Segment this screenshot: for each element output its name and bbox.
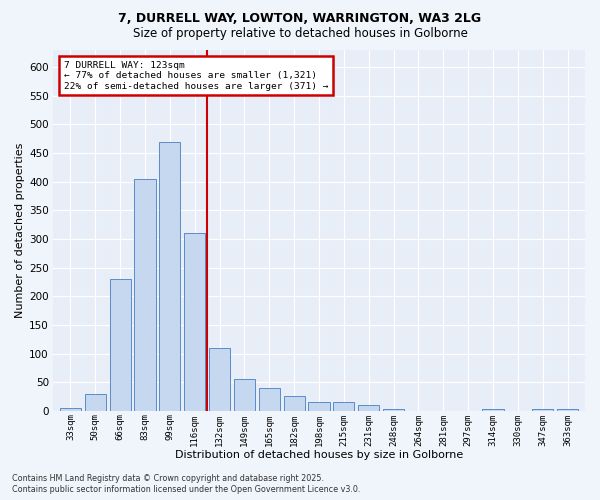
Bar xyxy=(85,394,106,411)
Text: 7, DURRELL WAY, LOWTON, WARRINGTON, WA3 2LG: 7, DURRELL WAY, LOWTON, WARRINGTON, WA3 … xyxy=(118,12,482,26)
Bar xyxy=(308,402,329,411)
Bar xyxy=(284,396,305,411)
Y-axis label: Number of detached properties: Number of detached properties xyxy=(15,142,25,318)
Bar xyxy=(532,408,553,411)
Bar xyxy=(209,348,230,411)
Bar xyxy=(557,408,578,411)
Bar xyxy=(110,279,131,411)
Bar xyxy=(134,179,155,411)
Bar xyxy=(358,405,379,411)
Text: Size of property relative to detached houses in Golborne: Size of property relative to detached ho… xyxy=(133,28,467,40)
X-axis label: Distribution of detached houses by size in Golborne: Distribution of detached houses by size … xyxy=(175,450,463,460)
Text: 7 DURRELL WAY: 123sqm
← 77% of detached houses are smaller (1,321)
22% of semi-d: 7 DURRELL WAY: 123sqm ← 77% of detached … xyxy=(64,61,328,90)
Text: Contains HM Land Registry data © Crown copyright and database right 2025.
Contai: Contains HM Land Registry data © Crown c… xyxy=(12,474,361,494)
Bar xyxy=(160,142,181,411)
Bar xyxy=(383,408,404,411)
Bar xyxy=(259,388,280,411)
Bar xyxy=(60,408,81,411)
Bar xyxy=(234,380,255,411)
Bar xyxy=(334,402,355,411)
Bar xyxy=(184,234,205,411)
Bar xyxy=(482,408,503,411)
